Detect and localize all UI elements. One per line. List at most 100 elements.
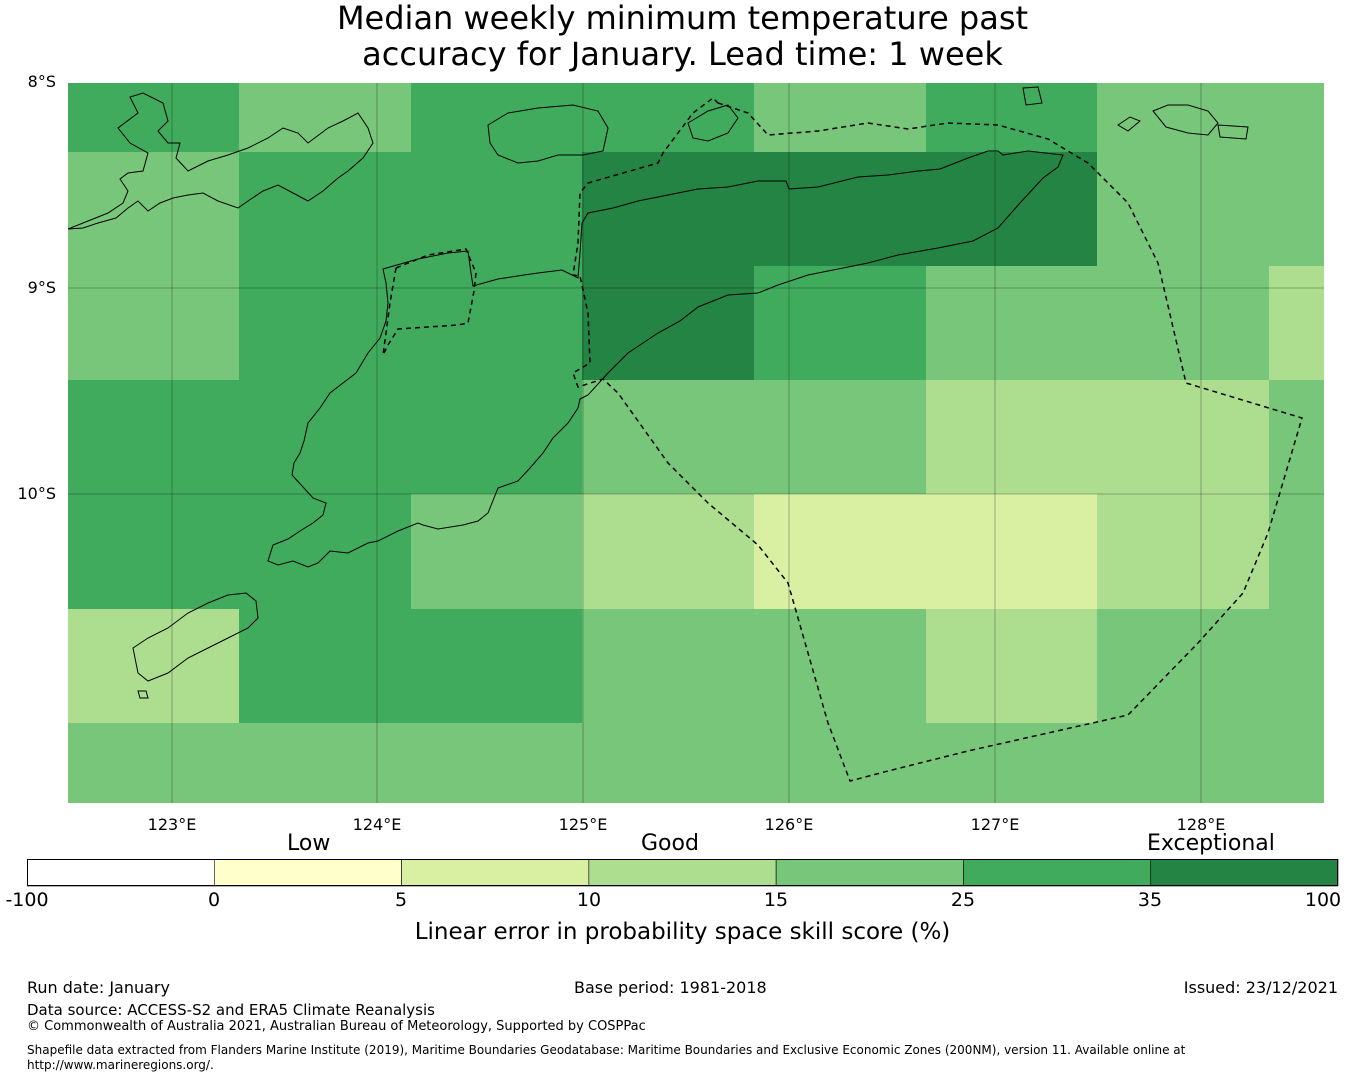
grid-cell [1269, 494, 1324, 609]
run-date: Run date: January [27, 978, 170, 997]
grid-cell [239, 723, 411, 803]
colorbar-segment [775, 859, 964, 887]
data-source: Data source: ACCESS-S2 and ERA5 Climate … [27, 1001, 435, 1019]
grid-cell [239, 494, 411, 609]
grid-cell [754, 83, 926, 152]
grid-cell [411, 152, 582, 266]
grid-cell [582, 723, 754, 803]
oecusse-boundary [382, 248, 477, 356]
legend-category-good: Good [641, 831, 699, 856]
grid-cell [68, 266, 239, 380]
rote-coastline [132, 592, 259, 682]
grid-cell [68, 609, 239, 723]
wetar-coastline [687, 104, 739, 142]
grid-cell [1269, 723, 1324, 803]
lat-label-9s: 9°S [27, 278, 56, 297]
grid-cell [1269, 266, 1324, 380]
grid-cell [1269, 380, 1324, 494]
grid-cell [239, 609, 411, 723]
eez-boundary [572, 97, 1303, 782]
grid-cell [926, 609, 1097, 723]
chart-title-line2: accuracy for January. Lead time: 1 week [362, 35, 1003, 73]
grid-cell [926, 723, 1097, 803]
grid-cell [1269, 609, 1324, 723]
grid-cell [1097, 152, 1269, 266]
graticule [68, 83, 1324, 803]
colorbar-segment [963, 859, 1152, 887]
colorbar-tick-10: 10 [576, 889, 602, 911]
grid-cell [754, 380, 926, 494]
colorbar-tick-0: 0 [207, 889, 221, 911]
grid-cell [582, 83, 754, 152]
small-island-coastline [137, 690, 149, 699]
lakor-coastline [1217, 124, 1249, 140]
grid-cell [239, 266, 411, 380]
legend-category-exceptional: Exceptional [1147, 831, 1275, 856]
grid-cell [582, 609, 754, 723]
grid-cell [1097, 266, 1269, 380]
grid-cell [239, 380, 411, 494]
coastlines [68, 86, 1249, 699]
colorbar-tick-100: 100 [1304, 889, 1342, 911]
grid-cell [754, 609, 926, 723]
lon-label-128e: 128°E [1176, 815, 1226, 834]
shapefile-credit-line2: http://www.marineregions.org/. [27, 1058, 214, 1072]
copyright: © Commonwealth of Australia 2021, Austra… [27, 1019, 646, 1034]
grid-cell [239, 152, 411, 266]
lon-label-125e: 125°E [558, 815, 608, 834]
lat-label-8s: 8°S [27, 72, 56, 91]
chart-title-line1: Median weekly minimum temperature past [336, 0, 1029, 37]
grid-cell [582, 266, 754, 380]
grid-cell [926, 266, 1097, 380]
lon-label-123e: 123°E [147, 815, 197, 834]
legend-category-low: Low [287, 831, 331, 856]
moa-coastline [1152, 104, 1219, 136]
lon-label-124e: 124°E [352, 815, 402, 834]
grid-cell [926, 83, 1097, 152]
grid-cell [68, 152, 239, 266]
grid-cell [68, 723, 239, 803]
alor-coastline [487, 104, 609, 164]
grid-cell [411, 494, 582, 609]
colorbar-segment [588, 859, 777, 887]
grid-cell [754, 152, 926, 266]
skill-map [68, 83, 1324, 803]
grid-cell [926, 380, 1097, 494]
grid-cell [411, 609, 582, 723]
northern-islands-coastline [68, 92, 374, 230]
lat-label-10s: 10°S [17, 484, 56, 503]
grid-cell [754, 723, 926, 803]
issued-date: Issued: 23/12/2021 [1183, 978, 1338, 997]
kisar-coastline [1022, 86, 1043, 106]
colorbar-tick-35: 35 [1137, 889, 1163, 911]
grid-cell [411, 266, 582, 380]
lon-label-126e: 126°E [764, 815, 814, 834]
grid-cell [1097, 380, 1269, 494]
grid-cell [926, 494, 1097, 609]
colorbar-tick-minus100: -100 [5, 889, 49, 911]
grid-cell [1269, 83, 1324, 152]
colorbar-tick-5: 5 [394, 889, 408, 911]
colorbar-segment [1150, 859, 1339, 887]
grid-cell [1097, 494, 1269, 609]
timor-coastline [267, 150, 1064, 568]
colorbar-tick-25: 25 [950, 889, 976, 911]
grid-cell [411, 83, 582, 152]
grid-cell [1269, 152, 1324, 266]
skill-grid [68, 83, 1324, 803]
colorbar [27, 859, 1339, 887]
grid-cell [68, 494, 239, 609]
grid-cell [754, 494, 926, 609]
colorbar-segments [27, 859, 1339, 887]
grid-cell [926, 152, 1097, 266]
colorbar-label: Linear error in probability space skill … [414, 919, 951, 945]
leti-coastline [1117, 116, 1141, 132]
grid-cell [68, 380, 239, 494]
colorbar-outline [27, 859, 1338, 886]
base-period: Base period: 1981-2018 [574, 978, 767, 997]
lon-label-127e: 127°E [970, 815, 1020, 834]
grid-cell [1097, 83, 1269, 152]
grid-cell [68, 83, 239, 152]
colorbar-segment [401, 859, 590, 887]
colorbar-segment [213, 859, 402, 887]
